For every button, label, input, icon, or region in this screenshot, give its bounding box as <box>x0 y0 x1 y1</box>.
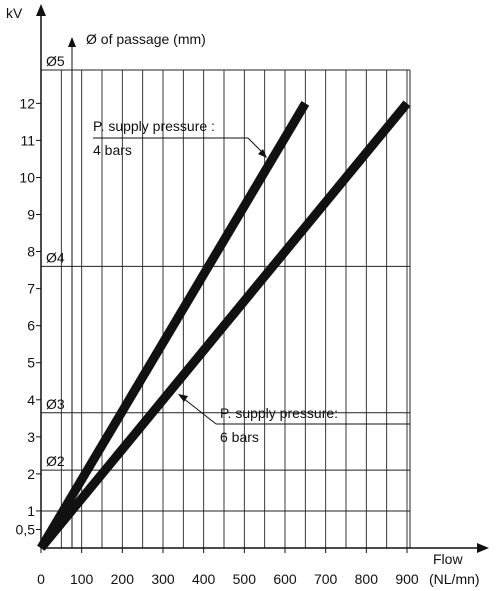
y-tick-label: 3 <box>27 429 35 445</box>
labels: kV Ø of passage (mm) Flow (NL/mn) <box>6 5 480 587</box>
annotation-6bars-arrowhead <box>178 394 188 402</box>
series-line-6bars <box>37 100 411 551</box>
x-tick-label: 100 <box>70 571 94 587</box>
x-tick-label: 200 <box>111 571 135 587</box>
y-tick-label: 6 <box>27 318 35 334</box>
x-tick-label: 300 <box>151 571 175 587</box>
diameter-axis-arrow <box>68 37 76 47</box>
x-axis-title: Flow <box>433 551 463 567</box>
diameter-label: Ø3 <box>46 396 65 412</box>
x-tick-label: 0 <box>37 571 45 587</box>
y-tick-label: 7 <box>27 281 35 297</box>
x-tick-label: 400 <box>192 571 216 587</box>
x-axis-unit: (NL/mn) <box>429 571 480 587</box>
y-tick-label: 8 <box>27 244 35 260</box>
y-tick-label: 5 <box>27 355 35 371</box>
y-tick-label: 1 <box>27 503 35 519</box>
y-tick-label: 11 <box>20 132 35 148</box>
x-tick-label: 900 <box>395 571 419 587</box>
y-tick-label: 10 <box>19 169 35 185</box>
x-tick-label: 600 <box>273 571 297 587</box>
grid <box>41 69 411 548</box>
diameter-label: Ø5 <box>46 53 65 69</box>
annotation-4bars-arrowhead <box>258 149 267 158</box>
y-tick-label: 4 <box>27 392 35 408</box>
x-tick-label: 500 <box>233 571 257 587</box>
y-axis-title: kV <box>6 5 23 21</box>
diameter-axis-title: Ø of passage (mm) <box>86 31 206 47</box>
y-axis-arrow <box>36 4 46 16</box>
x-axis-arrow <box>477 543 489 553</box>
diameter-label: Ø2 <box>46 453 65 469</box>
x-tick-label: 700 <box>314 571 338 587</box>
diameter-labels: Ø2 Ø3 Ø4 Ø5 <box>46 53 65 469</box>
annotations: P. supply pressure : 4 bars P. supply pr… <box>93 118 410 445</box>
y-tick-label: 0,5 <box>16 521 36 537</box>
annotation-6bars-line2: 6 bars <box>220 429 259 445</box>
y-tick-label: 9 <box>27 207 35 223</box>
x-tick-label: 800 <box>355 571 379 587</box>
annotation-4bars-line1: P. supply pressure : <box>93 118 215 134</box>
annotation-6bars-pointer <box>182 397 217 425</box>
y-tick-label: 2 <box>27 466 35 482</box>
annotation-6bars-line1: P. supply pressure: <box>220 405 338 421</box>
annotation-4bars-line2: 4 bars <box>93 142 132 158</box>
diameter-label: Ø4 <box>46 249 65 265</box>
y-tick-label: 12 <box>19 95 35 111</box>
series-line-4bars <box>37 101 310 551</box>
series-layer <box>37 100 411 551</box>
